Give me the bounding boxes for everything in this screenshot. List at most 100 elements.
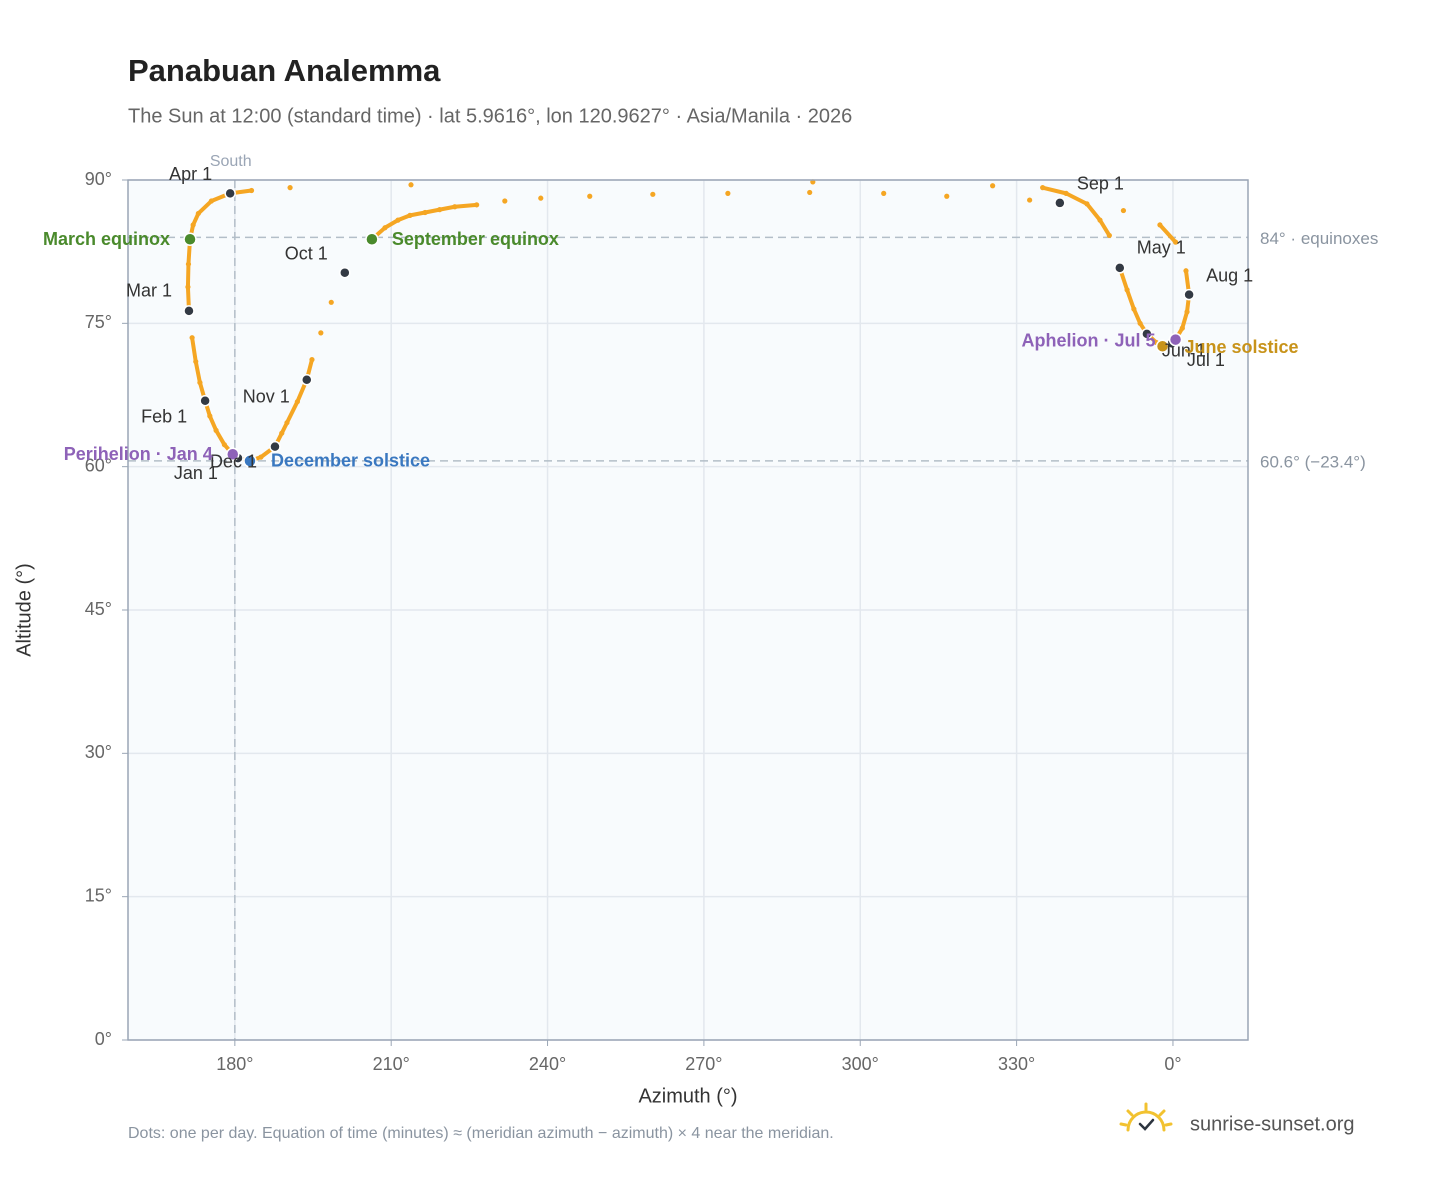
brand: sunrise-sunset.org — [1190, 1113, 1355, 1135]
daily-dot — [309, 357, 315, 363]
daily-dot — [1131, 306, 1137, 312]
daily-dot — [725, 190, 731, 196]
daily-dot — [207, 413, 213, 419]
date-dot — [183, 305, 195, 317]
daily-dot — [284, 420, 290, 426]
daily-dot — [287, 185, 293, 191]
event-dot — [243, 454, 257, 468]
y-tick-label: 0° — [95, 1029, 112, 1049]
daily-dot — [1157, 222, 1163, 228]
daily-dot — [944, 193, 950, 199]
daily-dot — [1027, 197, 1033, 203]
footnote: Dots: one per day. Equation of time (min… — [128, 1125, 834, 1142]
daily-dot — [382, 225, 388, 231]
date-label: Aug 1 — [1206, 265, 1253, 285]
daily-dot — [422, 209, 428, 216]
daily-dot — [1172, 239, 1179, 245]
daily-dot — [1084, 201, 1090, 207]
date-label: Apr 1 — [169, 164, 212, 184]
chart-subtitle: The Sun at 12:00 (standard time) · lat 5… — [128, 105, 852, 127]
date-label: May 1 — [1137, 238, 1186, 258]
reference-label: South — [210, 153, 252, 170]
date-label: Sep 1 — [1077, 174, 1124, 194]
y-tick-label: 90° — [85, 169, 112, 189]
event-label: March equinox — [43, 229, 170, 249]
daily-dot — [1124, 287, 1130, 293]
daily-dot — [881, 190, 887, 196]
daily-dot — [807, 189, 813, 196]
date-dot — [1141, 328, 1153, 340]
x-tick-label: 180° — [216, 1054, 253, 1074]
date-dot — [269, 440, 281, 453]
daily-dot — [318, 330, 324, 336]
x-tick-label: 300° — [842, 1054, 879, 1074]
date-label: Feb 1 — [141, 406, 187, 426]
date-label: Nov 1 — [243, 386, 290, 406]
date-dot — [1054, 197, 1066, 209]
date-dot — [224, 187, 236, 200]
daily-dot — [538, 195, 544, 201]
daily-dot — [408, 182, 414, 188]
event-label: Perihelion · Jan 4 — [64, 444, 213, 464]
daily-dot — [193, 358, 199, 365]
daily-dot — [208, 198, 214, 204]
x-tick-label: 0° — [1164, 1054, 1181, 1074]
event-label: September equinox — [392, 229, 559, 249]
daily-dot — [294, 399, 300, 405]
date-label: Jun 1 — [1162, 341, 1206, 361]
event-label: June solstice — [1185, 337, 1299, 357]
plot-border — [127, 179, 1249, 1041]
daily-dot — [1179, 325, 1185, 331]
event-label: Aphelion · Jul 5 — [1022, 330, 1156, 350]
daily-dot — [279, 430, 285, 436]
daily-dot — [587, 193, 593, 199]
daily-dot — [1184, 309, 1190, 315]
daily-dot — [990, 183, 996, 189]
event-dot — [1168, 332, 1183, 347]
brand-logo — [1119, 1102, 1173, 1132]
date-dot — [301, 373, 313, 386]
daily-dot — [1063, 190, 1069, 196]
daily-dot — [189, 335, 195, 341]
reference-label: 84° · equinoxes — [1260, 229, 1378, 248]
daily-dot — [213, 427, 219, 433]
date-label: Mar 1 — [126, 281, 172, 301]
daily-dot — [221, 442, 228, 448]
date-label: Oct 1 — [285, 243, 328, 263]
y-tick-label: 45° — [85, 599, 112, 619]
x-axis-title: Azimuth (°) — [638, 1085, 737, 1107]
daily-dot — [1040, 185, 1046, 191]
daily-dot — [185, 261, 192, 267]
date-label: Jul 1 — [1187, 350, 1225, 370]
date-label: Dec 1 — [210, 451, 257, 471]
daily-dot — [190, 222, 196, 228]
daily-dot — [407, 212, 413, 218]
y-tick-label: 30° — [85, 742, 112, 762]
reference-label: 60.6° (−23.4°) — [1260, 452, 1366, 471]
daily-dot — [258, 454, 264, 460]
daily-dot — [185, 284, 191, 290]
daily-dot — [437, 207, 443, 213]
event-dot — [1155, 339, 1170, 354]
event-label: December solstice — [271, 451, 430, 471]
daily-dot — [1106, 232, 1112, 239]
daily-dot — [195, 210, 201, 217]
y-tick-label: 15° — [85, 885, 112, 905]
daily-dot — [395, 217, 401, 223]
reference-lines — [128, 180, 1248, 1040]
date-dot — [1114, 262, 1126, 274]
analemma-line — [1157, 222, 1178, 245]
date-dot — [199, 394, 211, 407]
x-tick-label: 210° — [373, 1054, 410, 1074]
daily-dot — [197, 379, 203, 386]
x-tick-label: 270° — [685, 1054, 722, 1074]
x-tick-label: 330° — [998, 1054, 1035, 1074]
y-axis-title: Altitude (°) — [13, 563, 35, 657]
date-dot — [339, 266, 351, 279]
marks — [183, 179, 1195, 468]
event-dot — [365, 232, 379, 246]
chart-title: Panabuan Analemma — [128, 53, 441, 88]
event-dot — [183, 232, 197, 246]
daily-dot — [328, 299, 334, 305]
